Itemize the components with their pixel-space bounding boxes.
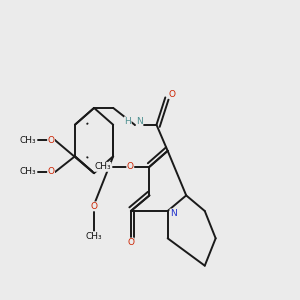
Text: O: O: [48, 136, 55, 145]
Text: CH₃: CH₃: [86, 232, 102, 241]
Text: O: O: [91, 202, 98, 211]
Text: CH₃: CH₃: [20, 136, 36, 145]
Text: O: O: [128, 238, 134, 247]
Text: N: N: [136, 117, 143, 126]
Text: O: O: [127, 162, 134, 171]
Text: O: O: [48, 167, 55, 176]
Text: N: N: [170, 209, 177, 218]
Text: H: H: [124, 117, 131, 126]
Text: O: O: [169, 90, 176, 99]
Text: CH₃: CH₃: [20, 167, 36, 176]
Text: CH₃: CH₃: [94, 162, 111, 171]
